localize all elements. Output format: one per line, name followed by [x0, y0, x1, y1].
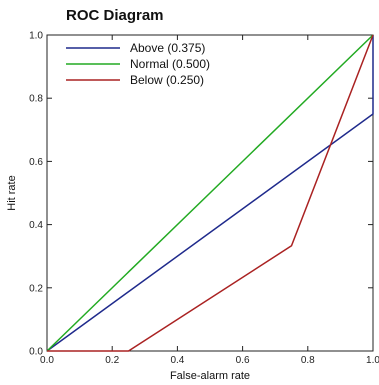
x-tick-label: 0.0 [40, 355, 54, 366]
y-tick-label: 0.6 [29, 157, 43, 168]
series-line-0 [46, 35, 374, 352]
x-tick-label: 0.2 [105, 355, 119, 366]
legend-label-0: Above (0.375) [130, 41, 205, 55]
legend-label-1: Normal (0.500) [130, 57, 210, 71]
series-line-1 [46, 34, 374, 352]
x-axis-label: False-alarm rate [170, 370, 250, 382]
y-tick-label: 0.4 [29, 220, 43, 231]
y-tick-label: 0.2 [29, 283, 43, 294]
y-axis-label: Hit rate [6, 175, 18, 210]
y-tick-label: 0.8 [29, 94, 43, 105]
x-tick-label: 0.4 [170, 355, 184, 366]
x-tick-label: 1.0 [366, 355, 379, 366]
chart-title: ROC Diagram [66, 7, 164, 24]
legend-label-2: Below (0.250) [130, 73, 204, 87]
x-tick-label: 0.6 [236, 355, 250, 366]
y-tick-label: 1.0 [29, 31, 43, 42]
plot-area [46, 34, 374, 352]
series-line-2 [47, 34, 374, 352]
y-tick-label: 0.0 [29, 347, 43, 358]
x-tick-label: 0.8 [301, 355, 315, 366]
